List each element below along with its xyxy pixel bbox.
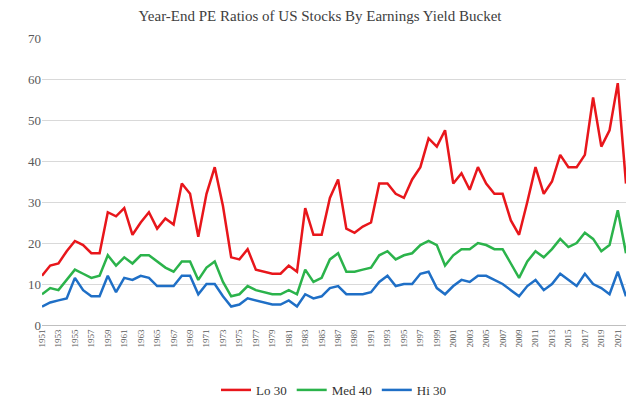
svg-text:1997: 1997 — [415, 329, 425, 348]
svg-text:2001: 2001 — [448, 330, 458, 348]
svg-text:2015: 2015 — [563, 329, 573, 348]
svg-text:1979: 1979 — [267, 329, 277, 348]
svg-text:40: 40 — [28, 154, 41, 169]
svg-text:Lo 30: Lo 30 — [256, 383, 287, 398]
svg-text:1971: 1971 — [201, 330, 211, 348]
svg-text:10: 10 — [28, 277, 41, 292]
svg-text:1973: 1973 — [218, 329, 228, 348]
svg-text:1955: 1955 — [70, 329, 80, 348]
svg-text:1963: 1963 — [136, 329, 146, 348]
svg-text:1953: 1953 — [53, 329, 63, 348]
svg-text:1957: 1957 — [86, 329, 96, 348]
svg-text:1991: 1991 — [366, 330, 376, 348]
svg-text:2017: 2017 — [580, 329, 590, 348]
svg-text:Year-End PE Ratios of US Stock: Year-End PE Ratios of US Stocks By Earni… — [138, 8, 502, 24]
svg-text:2013: 2013 — [547, 329, 557, 348]
svg-text:1989: 1989 — [349, 329, 359, 348]
svg-text:1965: 1965 — [152, 329, 162, 348]
svg-text:2011: 2011 — [530, 330, 540, 348]
svg-text:60: 60 — [28, 72, 41, 87]
svg-text:1985: 1985 — [317, 329, 327, 348]
svg-text:30: 30 — [28, 195, 41, 210]
svg-text:2009: 2009 — [514, 329, 524, 348]
svg-text:1993: 1993 — [382, 329, 392, 348]
svg-text:2019: 2019 — [596, 329, 606, 348]
svg-text:2003: 2003 — [465, 329, 475, 348]
svg-text:1983: 1983 — [300, 329, 310, 348]
svg-text:Hi 30: Hi 30 — [417, 383, 446, 398]
svg-text:1951: 1951 — [37, 330, 47, 348]
svg-text:1959: 1959 — [103, 329, 113, 348]
svg-text:1977: 1977 — [251, 329, 261, 348]
svg-text:1967: 1967 — [169, 329, 179, 348]
svg-text:1969: 1969 — [185, 329, 195, 348]
svg-text:2007: 2007 — [498, 329, 508, 348]
svg-text:1961: 1961 — [119, 330, 129, 348]
svg-text:1975: 1975 — [234, 329, 244, 348]
svg-text:Med 40: Med 40 — [332, 383, 372, 398]
svg-text:1987: 1987 — [333, 329, 343, 348]
svg-text:70: 70 — [28, 31, 41, 46]
svg-text:2005: 2005 — [481, 329, 491, 348]
svg-text:0: 0 — [35, 318, 42, 333]
svg-text:50: 50 — [28, 113, 41, 128]
svg-text:1981: 1981 — [284, 330, 294, 348]
svg-text:20: 20 — [28, 236, 41, 251]
svg-text:1999: 1999 — [432, 329, 442, 348]
svg-text:2021: 2021 — [613, 330, 623, 348]
svg-text:1995: 1995 — [399, 329, 409, 348]
